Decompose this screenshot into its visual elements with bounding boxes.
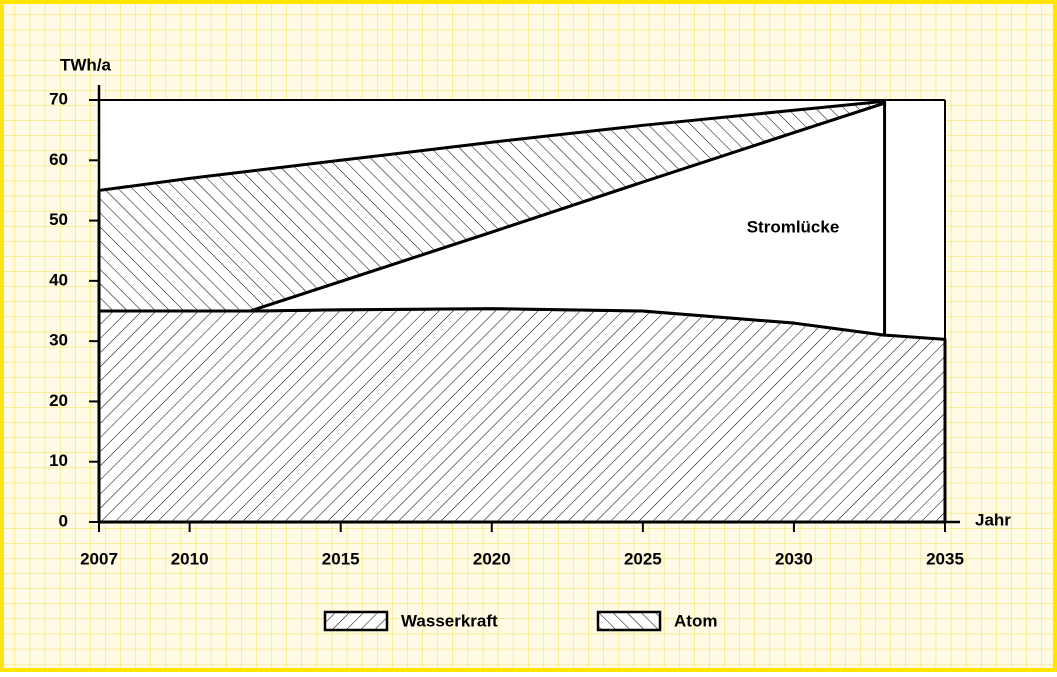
area <box>97 307 947 524</box>
y-tick-label: 20 <box>49 391 68 410</box>
x-tick-label: 2030 <box>775 549 813 568</box>
y-tick-label: 40 <box>49 270 68 289</box>
legend-label: Atom <box>674 611 717 630</box>
legend-label: Wasserkraft <box>401 611 498 630</box>
area <box>97 99 887 313</box>
x-tick-label: 2035 <box>926 549 964 568</box>
legend-swatch <box>596 610 662 632</box>
y-axis-label: TWh/a <box>60 55 112 74</box>
y-tick-label: 10 <box>49 451 68 470</box>
x-tick-label: 2010 <box>171 549 209 568</box>
y-tick-label: 70 <box>49 89 68 108</box>
x-tick-label: 2015 <box>322 549 360 568</box>
x-tick-label: 2020 <box>473 549 511 568</box>
y-tick-label: 0 <box>59 511 68 530</box>
x-tick-label: 2007 <box>80 549 118 568</box>
y-tick-label: 50 <box>49 210 68 229</box>
x-tick-label: 2025 <box>624 549 662 568</box>
annotation: Stromlücke <box>747 217 840 236</box>
legend-swatch <box>323 610 389 632</box>
x-axis-label: Jahr <box>975 510 1011 529</box>
y-tick-label: 60 <box>49 150 68 169</box>
y-tick-label: 30 <box>49 331 68 350</box>
